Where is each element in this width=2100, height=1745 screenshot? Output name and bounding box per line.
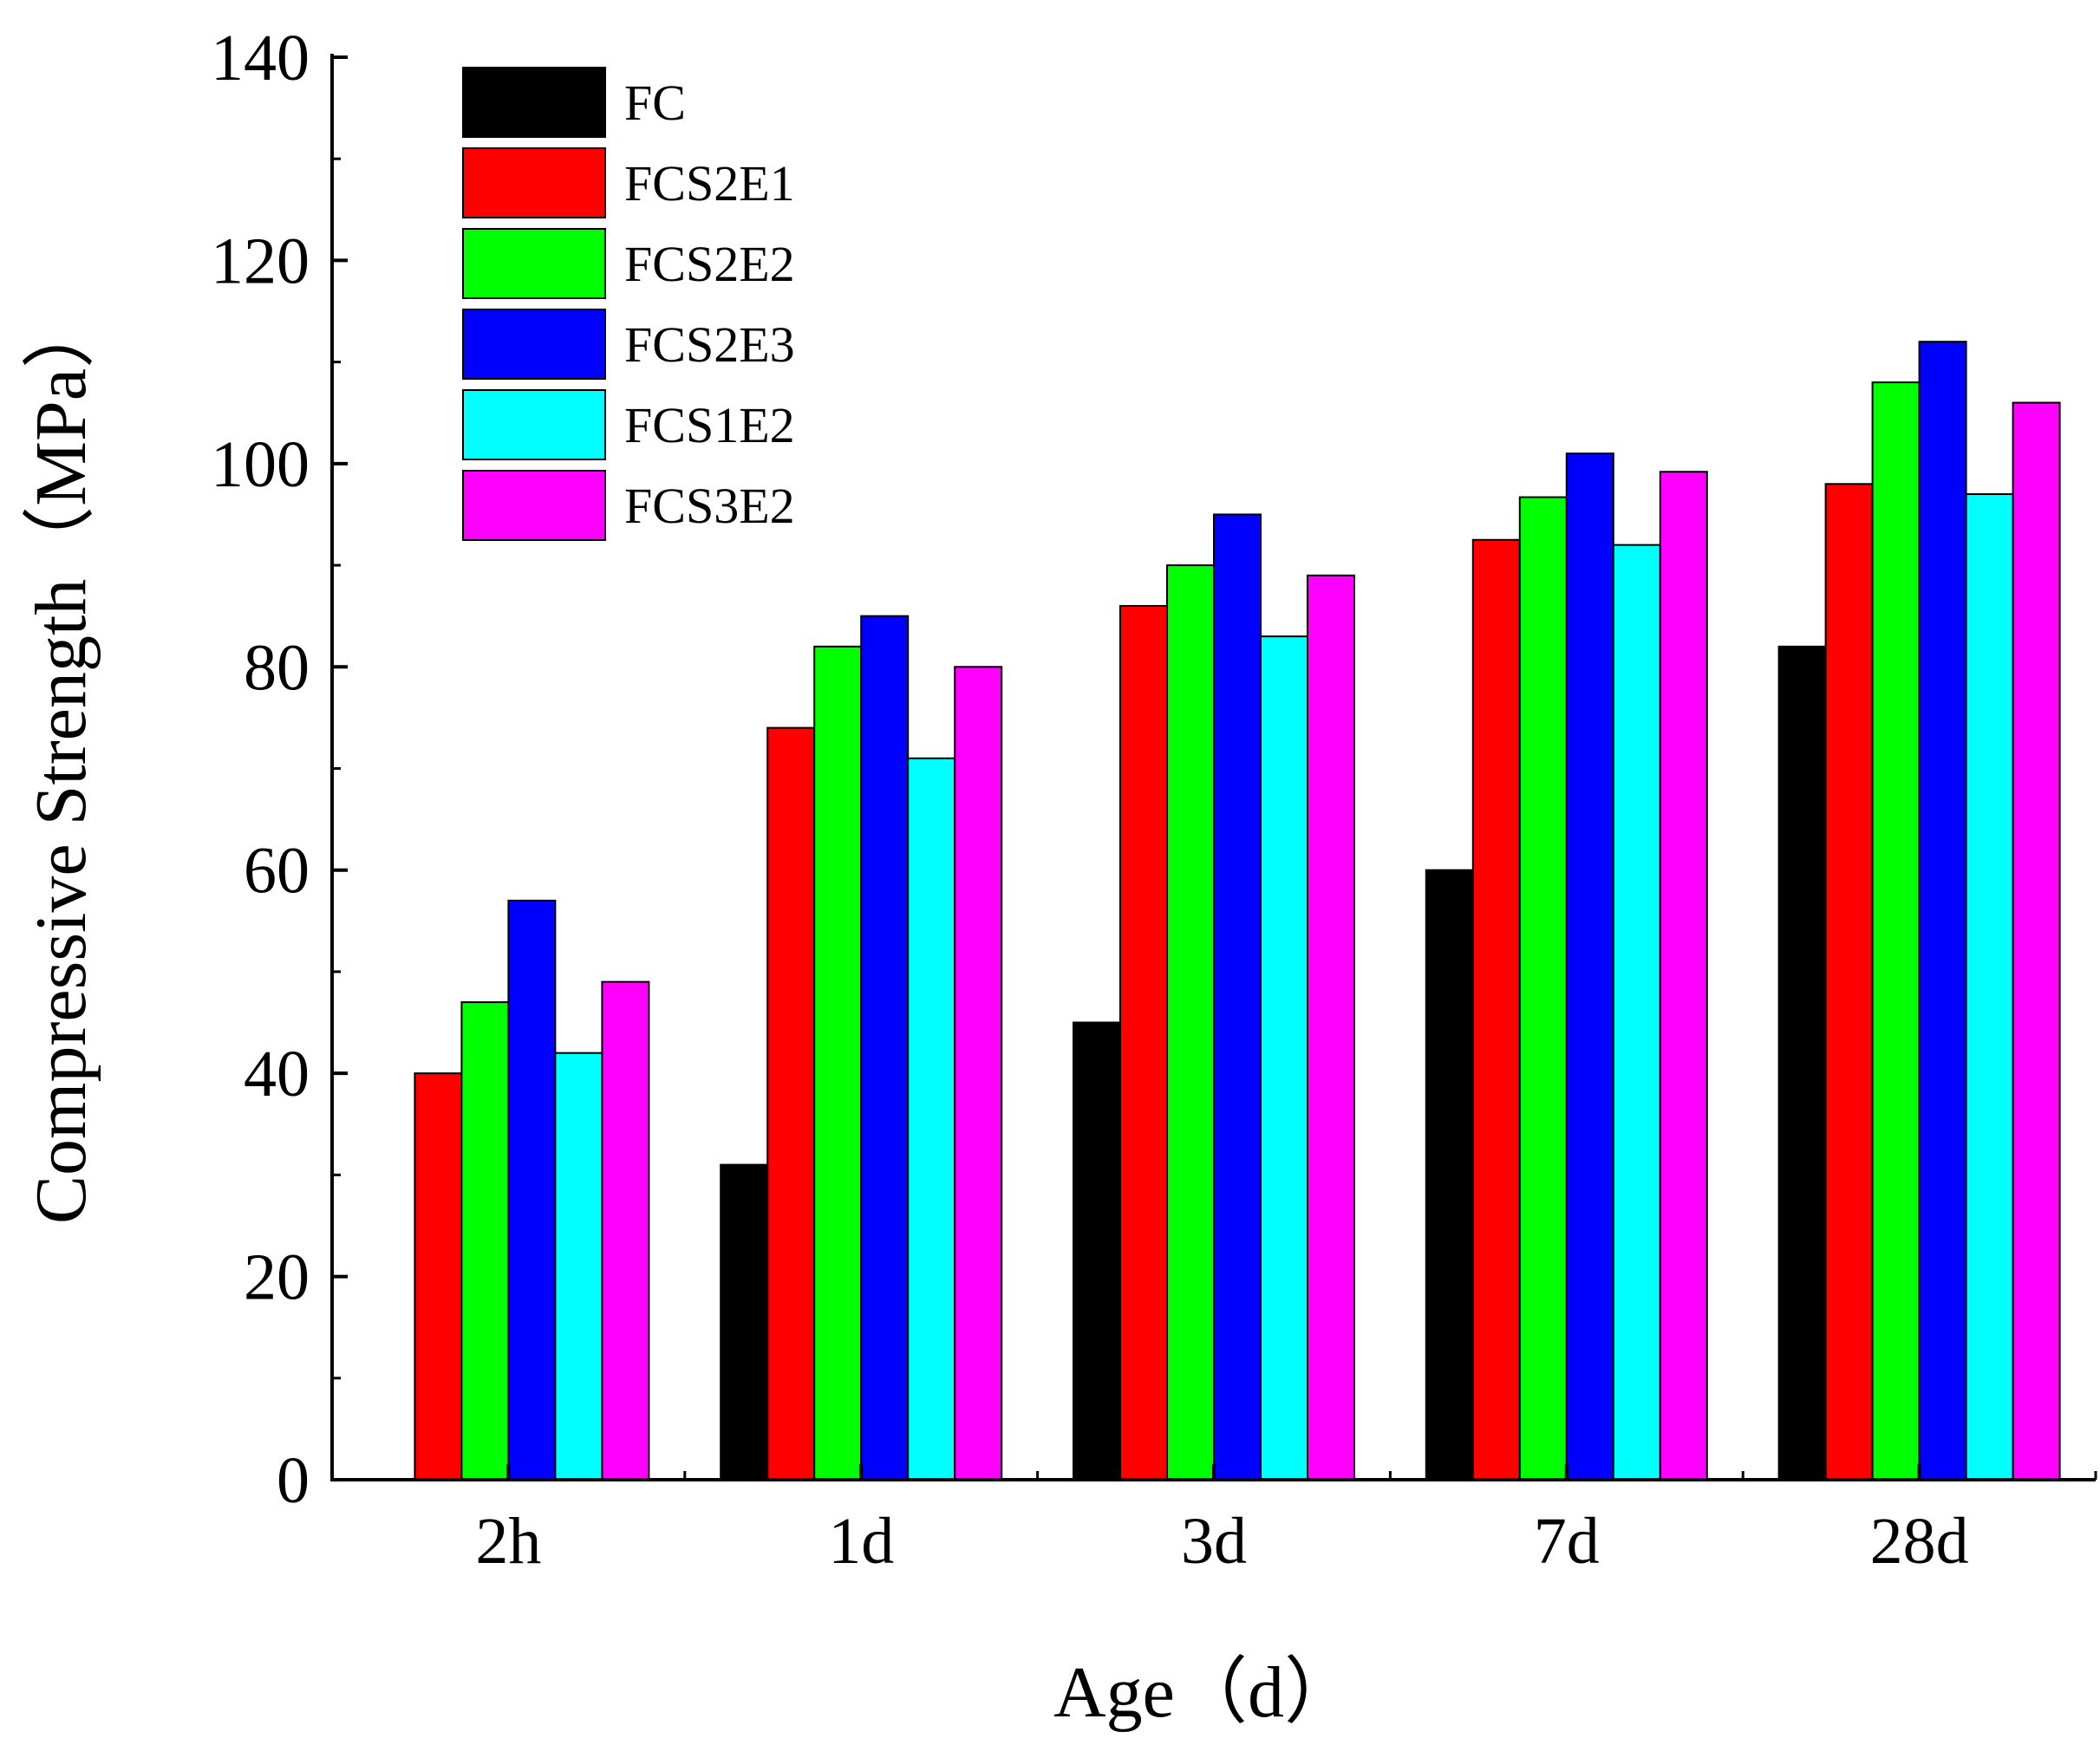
bar-fcs3e2-3d	[1307, 574, 1355, 1481]
bars-group	[414, 341, 2061, 1481]
bar-fcs3e2-28d	[2012, 401, 2061, 1481]
legend-label-fcs1e2: FCS1E2	[624, 397, 795, 453]
bar-fcs3e2-1d	[954, 666, 1003, 1481]
y-tick-label: 60	[244, 835, 310, 908]
x-tick-label: 1d	[828, 1505, 894, 1578]
bar-fcs1e2-7d	[1612, 544, 1661, 1481]
bar-fcs1e2-2h	[554, 1052, 603, 1481]
bar-fcs2e2-28d	[1871, 381, 1921, 1481]
x-tick-label: 7d	[1534, 1505, 1600, 1578]
bar-fcs2e2-2h	[460, 1001, 510, 1481]
bar-fcs2e2-3d	[1166, 564, 1215, 1481]
bar-fcs2e3-28d	[1918, 341, 1967, 1481]
bar-fcs2e1-7d	[1471, 538, 1521, 1481]
bar-fcs3e2-7d	[1659, 471, 1708, 1481]
bar-fc-7d	[1425, 869, 1474, 1481]
y-tick-label: 140	[211, 22, 310, 94]
bar-fcs2e1-1d	[766, 726, 816, 1481]
legend-swatch-fcs3e2	[462, 470, 606, 541]
bar-fc-3d	[1073, 1021, 1121, 1481]
legend: FC FCS2E1 FCS2E2 FCS2E3 FCS1E2 FCS3E2	[462, 67, 795, 541]
bar-fcs1e2-1d	[907, 757, 956, 1481]
bar-fcs2e3-3d	[1213, 513, 1262, 1481]
legend-swatch-fcs2e3	[462, 309, 606, 380]
legend-swatch-fcs1e2	[462, 389, 606, 460]
y-tick-label: 120	[211, 225, 310, 297]
x-tick-label: 28d	[1870, 1505, 1969, 1578]
bar-fcs2e3-2h	[507, 899, 557, 1481]
bar-fcs1e2-3d	[1260, 635, 1308, 1481]
legend-swatch-fcs2e1	[462, 147, 606, 218]
legend-label-fcs2e3: FCS2E3	[624, 316, 795, 373]
legend-swatch-fcs2e2	[462, 228, 606, 299]
bar-fcs2e2-7d	[1518, 496, 1568, 1481]
legend-label-fcs2e2: FCS2E2	[624, 236, 795, 292]
bar-fcs1e2-28d	[1965, 493, 2014, 1481]
y-tick-label: 40	[244, 1038, 310, 1110]
legend-label-fcs3e2: FCS3E2	[624, 478, 795, 534]
axes-group: 0 20 40 60 80 100 120 140 2h 1d 3d 7d 28d	[211, 22, 2097, 1578]
bar-fcs2e1-2h	[414, 1072, 463, 1481]
x-tick-label: 3d	[1181, 1505, 1247, 1578]
bar-fcs2e3-1d	[860, 615, 910, 1481]
y-tick-label: 80	[244, 631, 310, 704]
y-axis-title: Compressive Strength（MPa）	[21, 296, 101, 1224]
x-tick-label: 2h	[475, 1505, 541, 1578]
bar-fcs2e3-7d	[1565, 453, 1614, 1481]
bar-fc-28d	[1777, 645, 1827, 1481]
y-tick-label: 0	[277, 1444, 310, 1517]
bar-fcs2e1-3d	[1119, 604, 1168, 1481]
bar-fcs2e2-1d	[813, 645, 863, 1481]
bar-fcs2e1-28d	[1824, 483, 1874, 1481]
legend-label-fc: FC	[624, 75, 686, 131]
legend-swatch-fc	[462, 67, 606, 138]
x-axis-title: Age（d）	[1053, 1652, 1357, 1733]
bar-fc-1d	[720, 1163, 769, 1481]
bar-fcs3e2-2h	[601, 980, 650, 1481]
y-tick-label: 100	[211, 428, 310, 501]
legend-label-fcs2e1: FCS2E1	[624, 155, 795, 212]
y-tick-label: 20	[244, 1241, 310, 1314]
